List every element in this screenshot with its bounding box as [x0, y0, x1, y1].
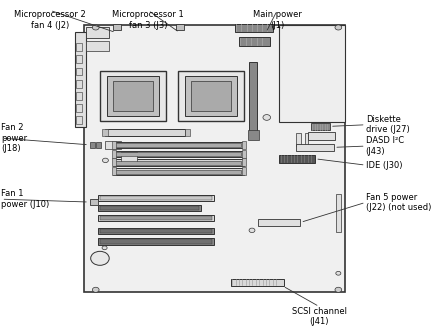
Bar	[242, 158, 246, 166]
Bar	[101, 239, 212, 244]
Bar	[76, 68, 82, 76]
Bar	[96, 142, 101, 148]
Circle shape	[102, 246, 107, 250]
Bar	[231, 279, 284, 286]
Bar	[238, 37, 270, 46]
Bar	[101, 206, 199, 210]
Bar	[98, 205, 202, 211]
Text: Main power
(J1): Main power (J1)	[253, 10, 302, 30]
Bar	[98, 215, 214, 221]
Bar	[112, 149, 116, 157]
Bar	[280, 25, 345, 122]
Bar	[101, 71, 166, 121]
Bar	[296, 144, 334, 151]
Bar	[102, 129, 108, 136]
Circle shape	[263, 115, 271, 120]
Text: Microprocessor 1
fan 3 (J3): Microprocessor 1 fan 3 (J3)	[112, 10, 184, 30]
Bar	[185, 76, 237, 116]
Text: Diskette
drive (J27): Diskette drive (J27)	[366, 115, 409, 134]
Bar	[107, 76, 159, 116]
Bar	[296, 133, 301, 146]
Bar	[311, 123, 330, 130]
Text: SCSI channel
(J41): SCSI channel (J41)	[292, 307, 347, 326]
Bar	[76, 43, 82, 51]
Bar	[101, 196, 212, 200]
Bar	[113, 150, 244, 157]
Text: DASD I²C
(J43): DASD I²C (J43)	[366, 136, 404, 156]
Bar	[242, 167, 246, 175]
Bar	[76, 116, 82, 124]
Circle shape	[91, 251, 109, 265]
Bar	[75, 32, 85, 127]
Bar	[113, 159, 244, 166]
Bar	[113, 24, 120, 30]
Bar	[242, 141, 246, 148]
Bar	[85, 41, 109, 51]
Bar	[101, 229, 212, 233]
Text: Fan 5 power
(J22) (not used): Fan 5 power (J22) (not used)	[366, 193, 431, 212]
Bar	[115, 161, 241, 165]
Bar	[115, 143, 241, 147]
Circle shape	[336, 271, 341, 275]
Bar	[176, 24, 184, 30]
Bar	[248, 130, 259, 140]
Bar	[336, 194, 341, 232]
Bar	[235, 24, 273, 32]
Bar	[115, 152, 241, 156]
Bar	[112, 158, 116, 166]
Bar	[76, 80, 82, 87]
Bar	[98, 238, 214, 245]
Bar	[90, 142, 95, 148]
Circle shape	[335, 25, 342, 30]
Bar	[98, 228, 214, 234]
Bar	[280, 155, 315, 163]
Bar	[115, 170, 241, 174]
Bar	[76, 92, 82, 100]
Circle shape	[335, 287, 342, 292]
Bar	[242, 149, 246, 157]
Bar	[76, 104, 82, 112]
Bar	[98, 195, 214, 201]
Bar	[85, 27, 109, 38]
Bar	[185, 129, 190, 136]
Bar	[305, 133, 308, 146]
Bar	[112, 167, 116, 175]
Bar	[90, 199, 98, 205]
Circle shape	[249, 228, 255, 233]
Bar	[178, 71, 244, 121]
Bar	[249, 62, 257, 132]
Bar	[105, 129, 185, 136]
Text: Fan 2
power
(J18): Fan 2 power (J18)	[1, 123, 27, 153]
Bar	[121, 152, 137, 163]
Bar	[84, 25, 345, 292]
Bar	[258, 219, 300, 226]
Bar	[113, 81, 153, 111]
Bar	[308, 132, 335, 140]
Bar	[113, 168, 244, 175]
Bar	[191, 81, 231, 111]
Bar	[101, 216, 212, 220]
Bar	[113, 142, 244, 148]
Circle shape	[93, 25, 99, 30]
Bar	[112, 141, 116, 148]
Bar	[105, 141, 121, 149]
Circle shape	[93, 287, 99, 292]
Circle shape	[102, 158, 109, 163]
Text: IDE (J30): IDE (J30)	[366, 161, 402, 170]
Bar	[76, 55, 82, 63]
Text: Fan 1
power (J10): Fan 1 power (J10)	[1, 189, 50, 209]
Text: Microprocessor 2
fan 4 (J2): Microprocessor 2 fan 4 (J2)	[14, 10, 85, 30]
